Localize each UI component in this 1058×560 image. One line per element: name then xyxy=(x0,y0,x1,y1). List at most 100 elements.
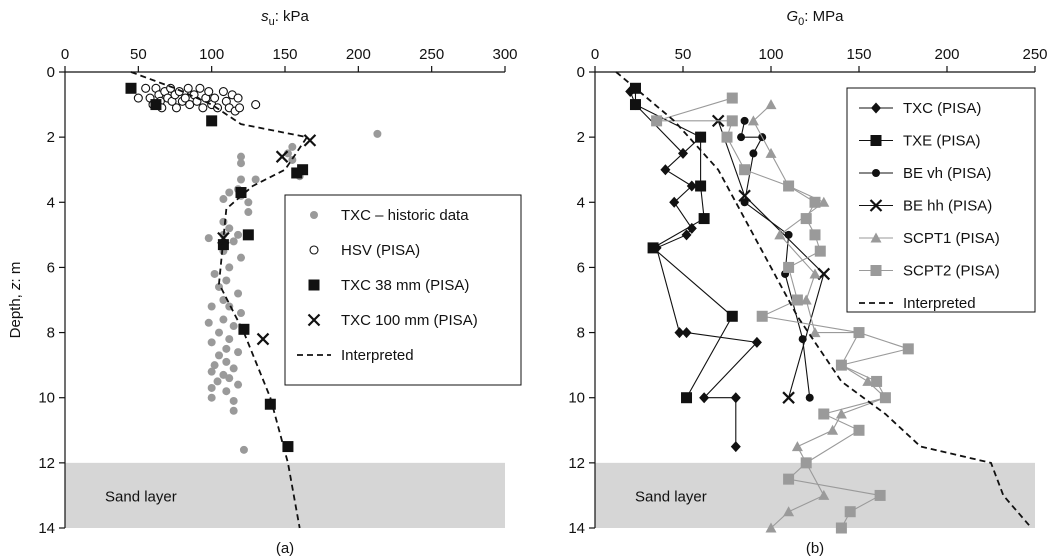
data-point xyxy=(291,167,303,179)
sand-layer-label: Sand layer xyxy=(635,488,707,505)
data-point xyxy=(215,351,223,360)
data-point xyxy=(206,115,218,127)
x-tick-label: 100 xyxy=(758,46,783,63)
data-point xyxy=(681,229,692,241)
data-point xyxy=(233,93,243,103)
data-point xyxy=(238,323,250,335)
series-line xyxy=(634,88,733,398)
data-point xyxy=(871,375,883,387)
data-point xyxy=(225,335,234,344)
data-point xyxy=(229,237,238,246)
legend-label: BE hh (PISA) xyxy=(903,198,992,215)
data-point xyxy=(674,327,685,339)
interpreted-line xyxy=(615,71,1033,529)
data-point xyxy=(879,392,891,404)
data-point xyxy=(225,374,234,383)
x-tick-label: 250 xyxy=(419,46,444,63)
data-point xyxy=(180,93,190,103)
legend-marker xyxy=(870,135,882,146)
data-point xyxy=(749,149,758,158)
y-tick-label: 6 xyxy=(47,259,55,276)
data-point xyxy=(835,408,847,419)
data-point xyxy=(229,406,238,415)
data-point xyxy=(183,83,193,93)
data-point xyxy=(699,392,710,404)
data-point xyxy=(783,180,795,192)
legend-label: BE vh (PISA) xyxy=(903,165,991,182)
legend-marker xyxy=(871,102,881,114)
sand-layer-label: Sand layer xyxy=(105,488,177,505)
panel-label: (a) xyxy=(276,540,294,557)
data-point xyxy=(647,242,659,254)
legend-label: TXC (PISA) xyxy=(903,100,981,117)
series-line xyxy=(629,91,759,447)
data-point xyxy=(782,391,795,404)
series-line xyxy=(717,120,825,398)
data-point xyxy=(739,164,751,176)
legend-marker xyxy=(872,169,880,177)
data-point xyxy=(791,294,803,306)
data-point xyxy=(800,457,812,469)
data-point xyxy=(835,522,847,534)
data-point xyxy=(207,367,216,376)
y-tick-label: 10 xyxy=(568,390,585,407)
series-group xyxy=(615,71,1033,529)
data-point xyxy=(726,310,738,322)
data-point xyxy=(133,93,143,103)
data-point xyxy=(234,348,243,357)
x-tick-label: 50 xyxy=(130,46,147,63)
data-point xyxy=(721,131,733,143)
x-tick-label: 0 xyxy=(591,46,599,63)
data-point xyxy=(817,267,831,281)
x-tick-label: 300 xyxy=(492,46,517,63)
y-tick-label: 6 xyxy=(577,259,585,276)
data-point xyxy=(678,147,688,159)
legend-marker xyxy=(310,211,318,219)
data-point xyxy=(818,489,830,500)
data-point xyxy=(234,103,245,113)
legend-label: TXC 38 mm (PISA) xyxy=(341,277,469,294)
legend-label: SCPT2 (PISA) xyxy=(903,263,1000,280)
legend-marker xyxy=(870,265,882,276)
data-point xyxy=(251,175,260,184)
data-point xyxy=(264,398,276,410)
data-point xyxy=(765,99,777,110)
y-tick-label: 0 xyxy=(577,64,585,81)
data-point xyxy=(818,408,830,420)
data-point xyxy=(814,245,826,257)
legend-box xyxy=(284,194,522,386)
data-point xyxy=(150,99,162,111)
data-point xyxy=(198,103,208,113)
sand-layer-band xyxy=(595,462,1035,528)
legend-label: HSV (PISA) xyxy=(341,242,420,259)
data-point xyxy=(237,152,245,161)
data-point xyxy=(629,99,641,111)
data-point xyxy=(210,361,219,370)
x-axis-title: G0: MPa xyxy=(787,8,845,28)
legend-label: Interpreted xyxy=(341,347,414,364)
x-tick-label: 150 xyxy=(846,46,871,63)
data-point xyxy=(774,229,786,240)
x-tick-label: 150 xyxy=(272,46,297,63)
data-point xyxy=(171,103,182,113)
data-point xyxy=(783,473,795,485)
legend-label: TXC – historic data xyxy=(341,207,469,224)
data-point xyxy=(195,83,205,93)
data-point xyxy=(125,82,137,94)
x-tick-label: 0 xyxy=(61,46,69,63)
data-point xyxy=(651,115,663,127)
data-point xyxy=(695,180,707,192)
data-point xyxy=(809,229,821,241)
y-axis-title: Depth, z: m xyxy=(7,262,24,339)
data-point xyxy=(669,196,680,208)
legend: TXC – historic data HSV (PISA) TXC 38 mm (… xyxy=(284,194,522,386)
data-point xyxy=(141,83,151,93)
data-point xyxy=(213,377,222,386)
data-point xyxy=(235,187,247,199)
data-point xyxy=(204,86,214,97)
data-point xyxy=(207,393,216,402)
panel-label: (b) xyxy=(806,540,824,557)
data-point xyxy=(225,224,234,233)
chart-panel: Sand layer 0 50 100 150 200 250 0 2 4 6 8 10 12 14 G0: … xyxy=(568,8,1047,557)
data-point xyxy=(234,289,243,298)
